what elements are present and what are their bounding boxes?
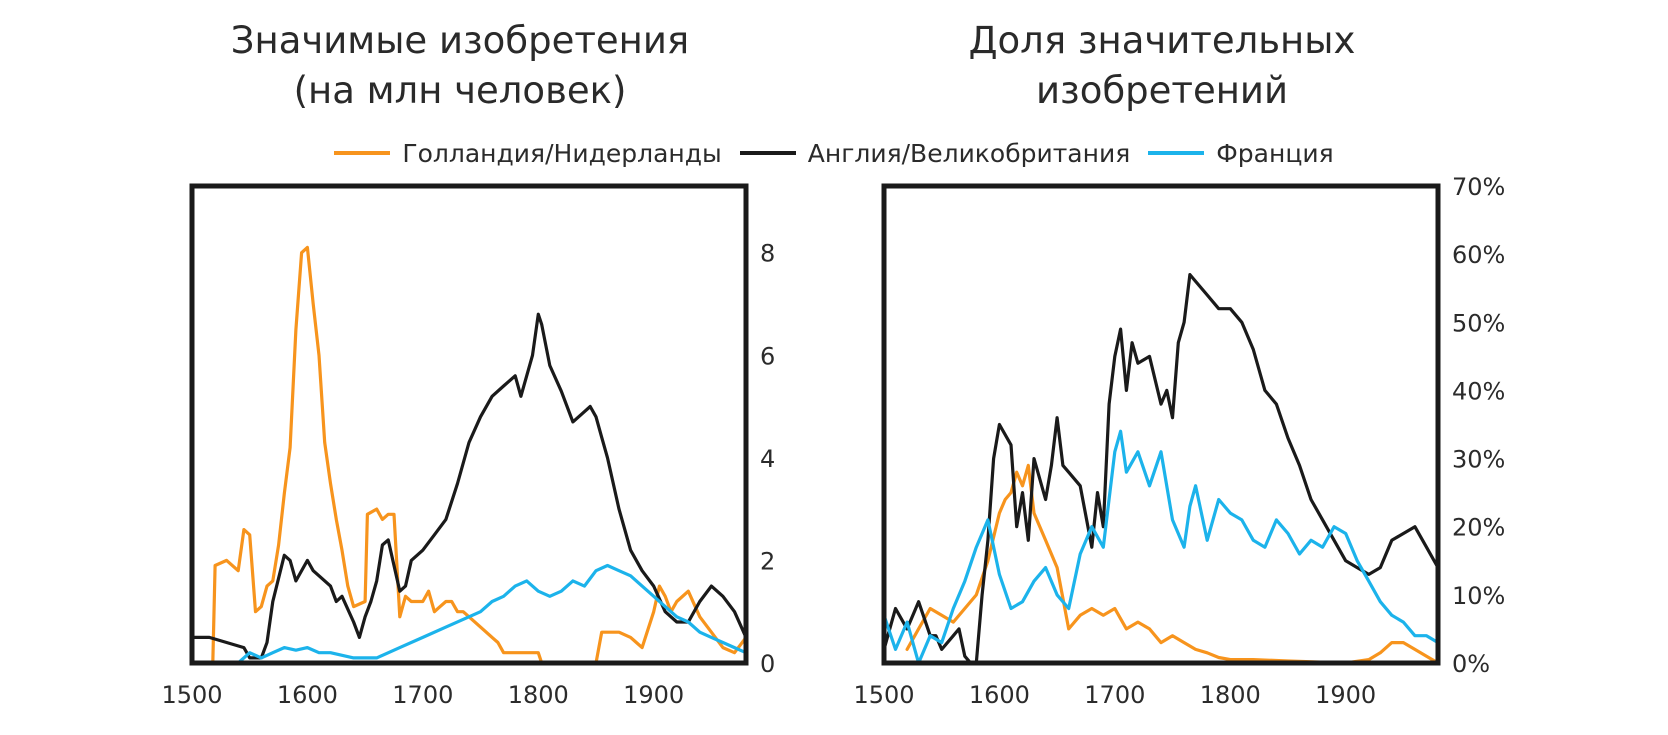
right-x-tick-label: 1800	[1200, 681, 1261, 709]
left-y-tick-label: 8	[760, 240, 775, 268]
right-line-england	[884, 273, 1438, 663]
left-chart-title: Значимые изобретения (на млн человек)	[160, 16, 760, 116]
right-y-tick-label: 10%	[1452, 582, 1505, 610]
left-chart: 1500 1600 1700 1800 1900 0 2 4 6 8	[161, 183, 775, 709]
left-y-tick-label: 4	[760, 445, 775, 473]
right-y-tick-label: 50%	[1452, 309, 1505, 337]
left-y-tick-label: 0	[760, 650, 775, 678]
legend-label-france: Франция	[1216, 138, 1334, 168]
legend-label-netherlands: Голландия/Нидерланды	[402, 138, 722, 168]
right-y-tick-label: 20%	[1452, 514, 1505, 542]
left-x-tick-label: 1600	[277, 681, 338, 709]
left-x-tick-label: 1900	[623, 681, 684, 709]
legend-swatch-france	[1148, 151, 1205, 155]
right-y-tick-label: 0%	[1452, 650, 1490, 678]
right-chart-title-line2: изобретений	[1035, 69, 1289, 112]
right-line-france	[884, 429, 1438, 663]
legend-item-england: Англия/Великобритания	[739, 138, 1131, 168]
left-y-tick-label: 6	[760, 342, 775, 370]
left-chart-title-line1: Значимые изобретения	[230, 19, 690, 62]
left-line-france	[192, 563, 746, 663]
left-line-england	[192, 312, 746, 660]
left-chart-title-line2: (на млн человек)	[293, 69, 627, 112]
right-x-tick-label: 1600	[969, 681, 1030, 709]
right-x-tick-label: 1900	[1315, 681, 1376, 709]
right-chart: 1500 1600 1700 1800 1900 0% 10% 20% 30% 40% 50% 60%…	[853, 173, 1505, 709]
legend-label-england: Англия/Великобритания	[807, 138, 1131, 168]
right-y-tick-label: 30%	[1452, 446, 1505, 474]
left-plot-frame	[189, 183, 749, 666]
right-y-tick-label: 40%	[1452, 377, 1505, 405]
right-plot-frame	[881, 183, 1441, 666]
legend-swatch-netherlands	[334, 151, 391, 155]
left-series-group	[192, 245, 746, 663]
legend-swatch-england	[739, 151, 796, 155]
right-chart-title: Доля значительных изобретений	[862, 16, 1462, 116]
legend-item-france: Франция	[1148, 138, 1334, 168]
left-x-tick-label: 1700	[392, 681, 453, 709]
right-x-tick-label: 1700	[1084, 681, 1145, 709]
right-chart-title-line1: Доля значительных	[968, 19, 1356, 62]
legend-item-netherlands: Голландия/Нидерланды	[334, 138, 722, 168]
right-y-tick-label: 60%	[1452, 241, 1505, 269]
right-y-tick-label: 70%	[1452, 173, 1505, 201]
left-x-tick-label: 1500	[161, 681, 222, 709]
right-x-tick-label: 1500	[853, 681, 914, 709]
left-y-tick-label: 2	[760, 547, 775, 575]
left-x-tick-label: 1800	[508, 681, 569, 709]
left-line-netherlands	[192, 245, 746, 663]
right-series-group	[884, 273, 1438, 663]
legend: Голландия/Нидерланды Англия/Великобритан…	[0, 136, 1668, 170]
